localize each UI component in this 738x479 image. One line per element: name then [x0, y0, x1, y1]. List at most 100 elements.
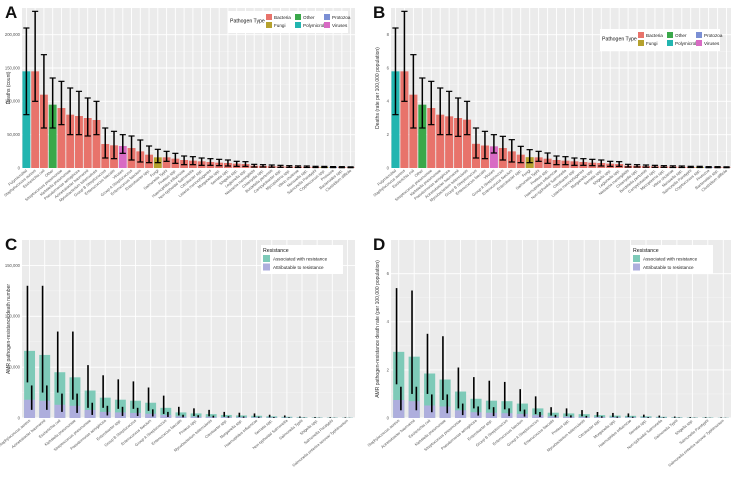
- panel-letter: D: [373, 235, 385, 254]
- panel-D: D 0 2 4 6 AMR pathogen-resistance death rate …: [366, 235, 731, 468]
- bar-associated: [655, 416, 668, 418]
- y-tick-label: 8: [387, 32, 390, 37]
- y-tick-label: 2: [387, 132, 390, 137]
- bar-attributable: [578, 416, 590, 418]
- bar-associated: [547, 412, 559, 418]
- bar-associated: [114, 399, 126, 418]
- x-tick-label: Other: [413, 167, 424, 178]
- bar-associated: [470, 398, 482, 418]
- bar: [75, 116, 83, 168]
- legend-label: Fungi: [274, 23, 286, 28]
- panel-A: A 0 50,000 100,000 150,000 200,000 Deaths (cou…: [3, 3, 355, 203]
- bar-associated: [424, 373, 436, 418]
- y-tick-label: 100,000: [5, 314, 21, 319]
- bar-associated: [624, 415, 637, 418]
- bar-associated: [39, 354, 51, 418]
- legend-label: Polymicrobial: [675, 41, 702, 46]
- y-axis-label: AMR pathogen-resistance death number: [6, 284, 12, 374]
- bar-associated: [130, 400, 141, 418]
- bar-associated: [640, 416, 652, 418]
- legend-swatch: [263, 263, 270, 271]
- bar-attributable: [547, 416, 559, 418]
- bar-attributable: [175, 416, 187, 418]
- bar-attributable: [39, 400, 51, 418]
- y-axis-label: AMR pathogen-resistance death rate (per …: [375, 260, 381, 398]
- bar: [83, 118, 92, 168]
- bar-associated: [485, 400, 498, 418]
- bar: [118, 146, 127, 168]
- legend-label: Associated with resistance: [273, 256, 328, 261]
- y-tick-label: 50,000: [7, 132, 20, 137]
- bar-attributable: [516, 413, 528, 418]
- y-tick-label: 4: [387, 319, 390, 324]
- bar-associated: [84, 390, 96, 418]
- bar-associated: [439, 379, 451, 418]
- bar: [436, 114, 445, 168]
- panel-B: B 0 2 4 6 8 Deaths (rate per 100,000 populatio…: [372, 3, 731, 203]
- bar: [57, 108, 66, 168]
- y-tick-label: 100,000: [5, 99, 21, 104]
- y-tick-label: 6: [387, 271, 390, 276]
- bar-attributable: [236, 417, 247, 418]
- bar-attributable: [408, 401, 420, 418]
- bar-attributable: [24, 399, 36, 418]
- legend-background: [600, 29, 720, 51]
- bar-associated: [281, 416, 293, 418]
- bar: [391, 71, 400, 168]
- bar-attributable: [470, 412, 482, 418]
- legend-swatch: [667, 40, 673, 46]
- bar: [22, 71, 31, 168]
- legend-background: [261, 245, 343, 274]
- legend-swatch: [266, 14, 272, 20]
- legend: Resistance Associated with resistance Attr…: [631, 245, 713, 274]
- legend-swatch: [638, 32, 644, 38]
- bar-associated: [99, 397, 111, 418]
- legend-swatch: [667, 32, 673, 38]
- bar-associated: [311, 417, 323, 418]
- bar-attributable: [393, 399, 405, 418]
- bar: [489, 146, 498, 168]
- panel-letter: B: [373, 3, 385, 22]
- bar-associated: [408, 356, 420, 418]
- legend-label: Other: [303, 15, 315, 20]
- bar: [162, 157, 171, 168]
- legend-swatch: [633, 263, 640, 271]
- panel-letter: A: [5, 3, 17, 22]
- bar-associated: [454, 391, 467, 418]
- bar-associated: [54, 372, 66, 418]
- legend-swatch: [263, 255, 270, 262]
- y-tick-label: 200,000: [5, 32, 21, 37]
- bar: [66, 114, 75, 168]
- bar-associated: [160, 407, 172, 418]
- panel-C: C 0 50,000 100,000 150,000 AMR pathogen-resis…: [0, 235, 355, 468]
- bar-associated: [516, 403, 528, 418]
- legend-background: [631, 245, 713, 274]
- y-tick-label: 2: [387, 367, 390, 372]
- legend-swatch: [324, 14, 330, 20]
- bar-associated: [190, 413, 202, 418]
- bar-associated: [236, 415, 247, 418]
- bar-attributable: [532, 415, 544, 418]
- legend-swatch: [266, 22, 272, 28]
- y-tick-label: 4: [387, 99, 390, 104]
- y-tick-label: 150,000: [5, 263, 21, 268]
- bar: [534, 157, 543, 168]
- legend-label: Polymicrobial: [303, 23, 330, 28]
- bar-attributable: [114, 412, 126, 418]
- legend-label: Other: [675, 33, 687, 38]
- bar-associated: [609, 415, 621, 418]
- y-axis-label: Deaths (count): [6, 71, 12, 104]
- bar: [48, 104, 57, 168]
- bar-associated: [145, 402, 157, 418]
- bar-associated: [393, 351, 405, 418]
- bar-associated: [266, 416, 278, 418]
- legend-label: Bacteria: [646, 33, 663, 38]
- y-axis-label: Deaths (rate per 100,000 population): [375, 47, 381, 129]
- legend-label: Attributable to resistance: [643, 265, 694, 270]
- bar: [463, 119, 472, 168]
- bar-attributable: [454, 410, 467, 418]
- bar: [427, 108, 436, 168]
- bar-associated: [296, 417, 308, 418]
- bar-attributable: [99, 411, 111, 418]
